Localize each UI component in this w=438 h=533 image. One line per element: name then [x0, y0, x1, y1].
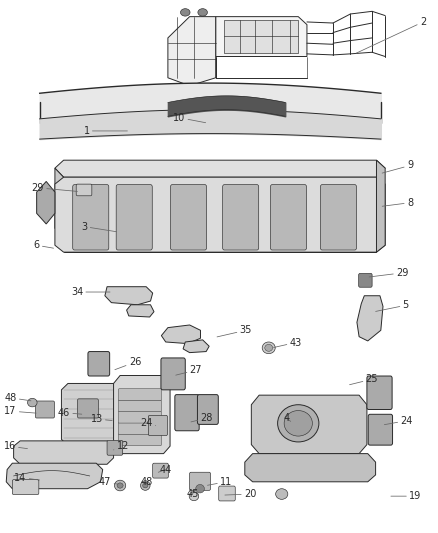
- Text: 5: 5: [376, 300, 409, 311]
- Text: 14: 14: [14, 473, 39, 482]
- FancyBboxPatch shape: [153, 463, 168, 478]
- Polygon shape: [183, 340, 209, 353]
- Text: 11: 11: [208, 477, 232, 487]
- FancyBboxPatch shape: [35, 401, 54, 418]
- Text: 20: 20: [225, 489, 256, 499]
- Polygon shape: [251, 395, 367, 454]
- FancyBboxPatch shape: [219, 486, 235, 501]
- FancyBboxPatch shape: [118, 400, 161, 412]
- Polygon shape: [127, 305, 154, 317]
- Text: 34: 34: [71, 287, 110, 297]
- Text: 26: 26: [115, 357, 141, 370]
- Text: 28: 28: [191, 413, 213, 423]
- FancyBboxPatch shape: [367, 376, 392, 409]
- Text: 9: 9: [382, 160, 413, 173]
- Ellipse shape: [284, 410, 312, 436]
- Ellipse shape: [114, 480, 126, 491]
- Polygon shape: [357, 296, 383, 341]
- FancyBboxPatch shape: [270, 184, 307, 250]
- Text: 3: 3: [81, 222, 117, 232]
- FancyBboxPatch shape: [107, 440, 123, 455]
- Polygon shape: [105, 287, 153, 305]
- Text: 16: 16: [4, 441, 28, 451]
- Polygon shape: [161, 325, 201, 344]
- FancyBboxPatch shape: [190, 472, 211, 490]
- FancyBboxPatch shape: [118, 411, 161, 423]
- Ellipse shape: [117, 483, 123, 488]
- Text: 35: 35: [217, 325, 252, 337]
- Text: 13: 13: [91, 414, 112, 424]
- Polygon shape: [55, 177, 385, 252]
- Polygon shape: [224, 20, 298, 53]
- Polygon shape: [55, 168, 64, 237]
- Ellipse shape: [143, 483, 148, 488]
- Text: 43: 43: [273, 337, 302, 348]
- Ellipse shape: [180, 9, 190, 16]
- Ellipse shape: [278, 405, 319, 442]
- FancyBboxPatch shape: [73, 184, 109, 250]
- FancyBboxPatch shape: [175, 394, 199, 431]
- Text: 19: 19: [391, 491, 421, 501]
- Text: 17: 17: [4, 406, 36, 416]
- FancyBboxPatch shape: [198, 394, 218, 424]
- Polygon shape: [113, 375, 170, 454]
- FancyBboxPatch shape: [170, 184, 207, 250]
- Polygon shape: [55, 160, 385, 177]
- Polygon shape: [37, 181, 55, 224]
- Polygon shape: [377, 160, 385, 252]
- Polygon shape: [6, 463, 102, 489]
- Text: 45: 45: [187, 489, 199, 499]
- FancyBboxPatch shape: [161, 358, 185, 390]
- Polygon shape: [61, 383, 120, 446]
- Text: 48: 48: [141, 477, 153, 487]
- Text: 12: 12: [113, 441, 129, 451]
- Text: 24: 24: [140, 418, 155, 429]
- FancyBboxPatch shape: [12, 480, 39, 495]
- Ellipse shape: [28, 398, 37, 407]
- Text: 8: 8: [382, 198, 413, 208]
- Ellipse shape: [141, 481, 150, 490]
- Ellipse shape: [276, 489, 288, 499]
- FancyBboxPatch shape: [118, 434, 161, 446]
- FancyBboxPatch shape: [118, 389, 161, 400]
- FancyBboxPatch shape: [78, 399, 99, 418]
- Text: 6: 6: [34, 240, 53, 250]
- Text: 24: 24: [385, 416, 413, 426]
- Text: 4: 4: [283, 413, 291, 423]
- FancyBboxPatch shape: [368, 414, 392, 445]
- Ellipse shape: [196, 484, 205, 493]
- Text: 47: 47: [99, 477, 118, 487]
- Ellipse shape: [265, 344, 272, 351]
- Ellipse shape: [262, 342, 275, 354]
- FancyBboxPatch shape: [359, 273, 372, 287]
- Text: 1: 1: [84, 126, 127, 136]
- Text: 29: 29: [32, 183, 78, 193]
- Text: 48: 48: [4, 393, 31, 403]
- Ellipse shape: [189, 491, 199, 500]
- Text: 25: 25: [350, 374, 378, 385]
- FancyBboxPatch shape: [76, 184, 92, 196]
- Polygon shape: [245, 454, 376, 482]
- FancyBboxPatch shape: [321, 184, 357, 250]
- Text: 2: 2: [356, 17, 426, 53]
- Text: 46: 46: [58, 408, 82, 418]
- Polygon shape: [168, 17, 215, 86]
- Text: 27: 27: [176, 365, 202, 375]
- Polygon shape: [14, 441, 113, 464]
- Polygon shape: [215, 17, 307, 56]
- FancyBboxPatch shape: [88, 352, 110, 376]
- FancyBboxPatch shape: [118, 423, 161, 434]
- Ellipse shape: [198, 9, 208, 16]
- FancyBboxPatch shape: [116, 184, 152, 250]
- Text: 44: 44: [158, 465, 171, 474]
- FancyBboxPatch shape: [148, 415, 167, 435]
- FancyBboxPatch shape: [223, 184, 259, 250]
- Text: 29: 29: [369, 268, 408, 278]
- Text: 10: 10: [173, 112, 205, 123]
